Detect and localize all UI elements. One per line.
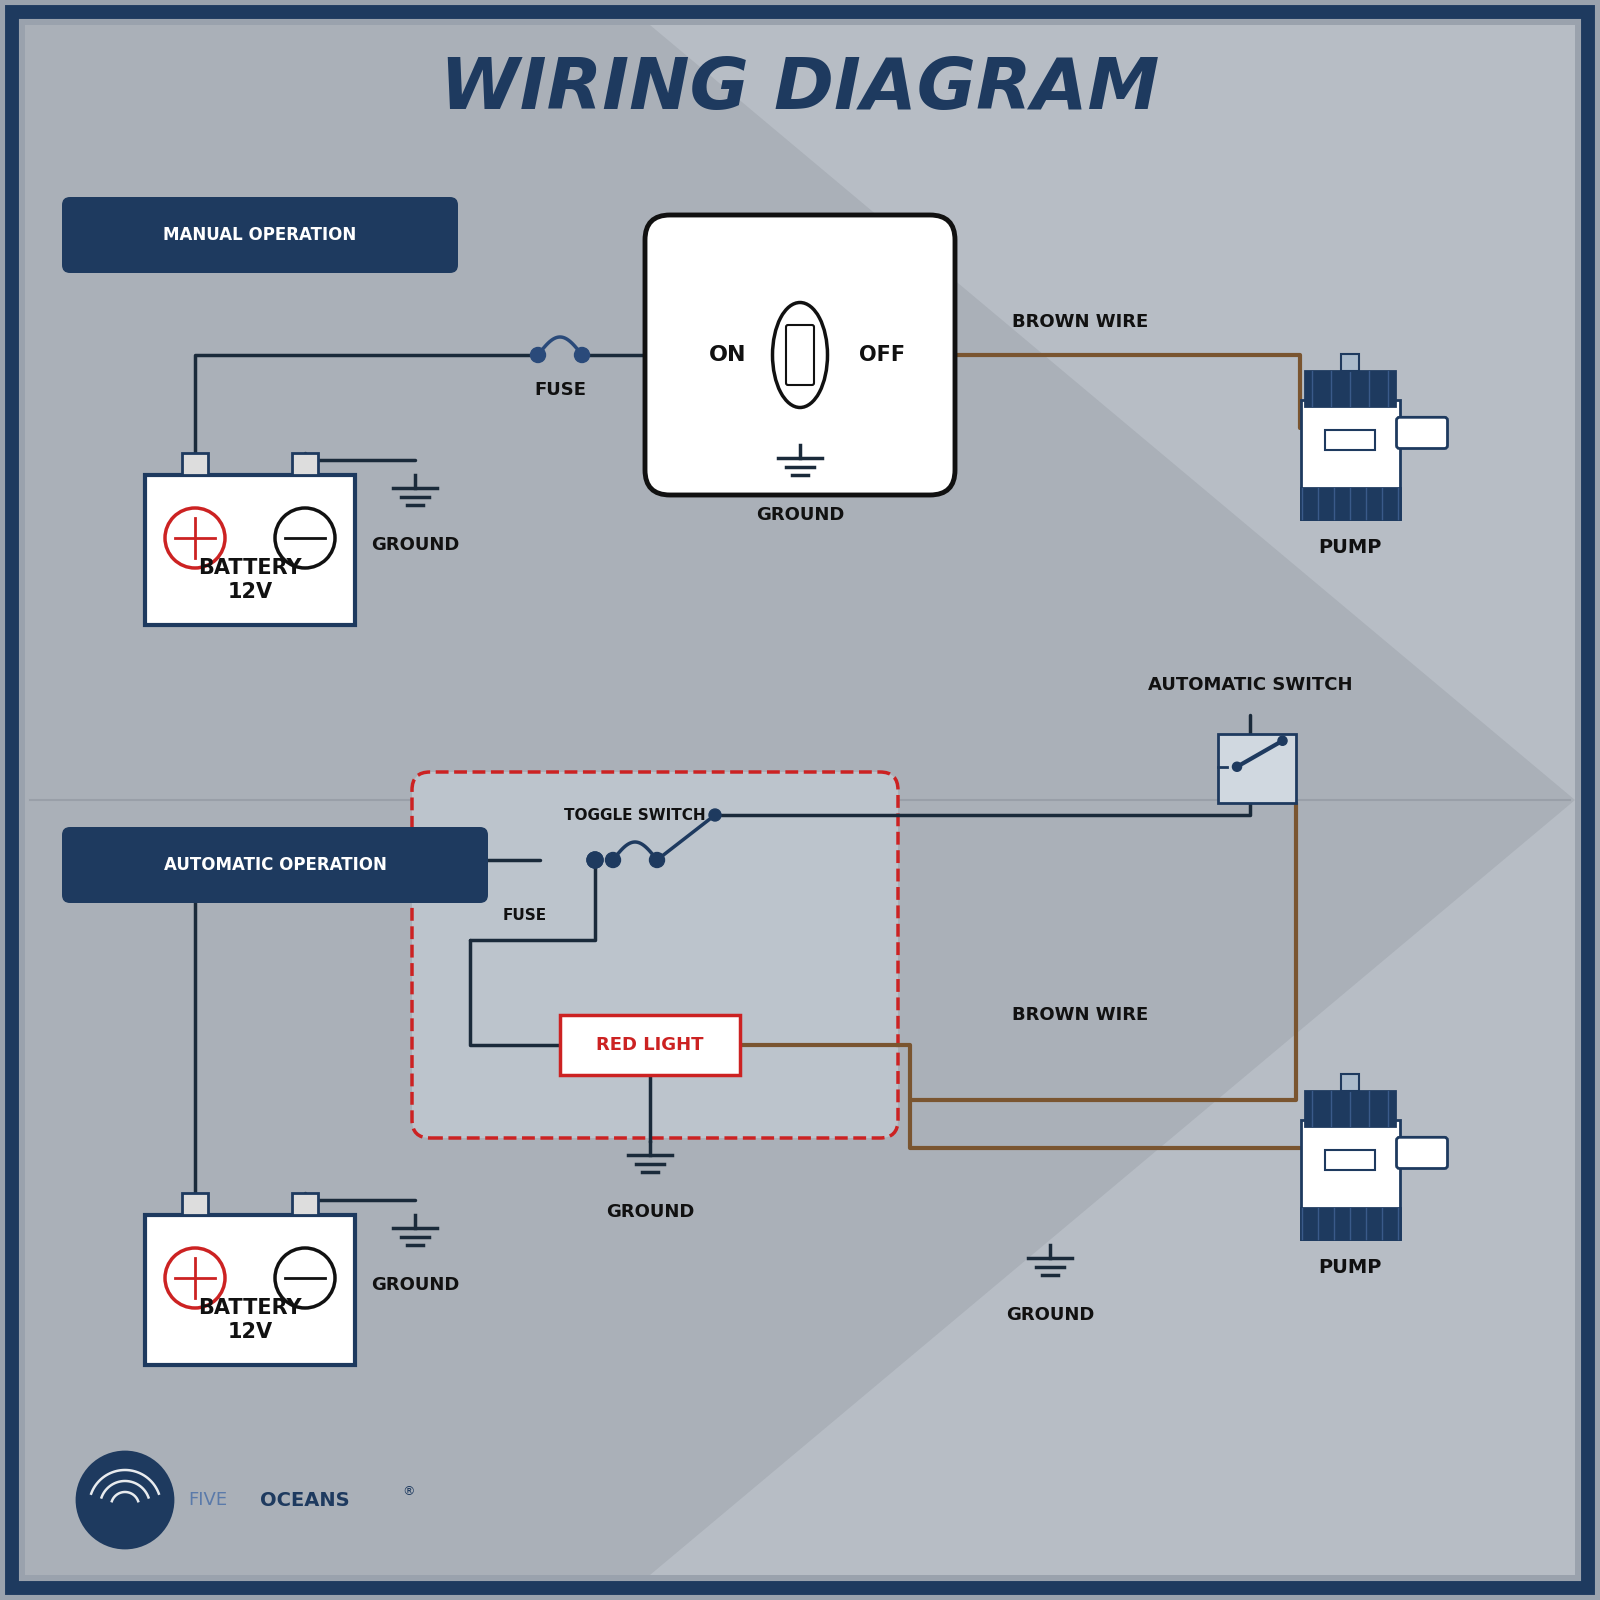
Circle shape bbox=[77, 1453, 173, 1549]
Text: GROUND: GROUND bbox=[371, 1277, 459, 1294]
Circle shape bbox=[1232, 762, 1242, 771]
Text: PUMP: PUMP bbox=[1318, 538, 1382, 557]
Text: FUSE: FUSE bbox=[534, 381, 586, 398]
Text: GROUND: GROUND bbox=[371, 536, 459, 554]
Text: AUTOMATIC OPERATION: AUTOMATIC OPERATION bbox=[163, 856, 387, 874]
FancyBboxPatch shape bbox=[146, 1214, 355, 1365]
FancyBboxPatch shape bbox=[413, 773, 898, 1138]
Circle shape bbox=[531, 347, 546, 363]
Text: MANUAL OPERATION: MANUAL OPERATION bbox=[163, 226, 357, 243]
Text: OCEANS: OCEANS bbox=[259, 1491, 350, 1509]
Text: FIVE: FIVE bbox=[189, 1491, 227, 1509]
Polygon shape bbox=[650, 26, 1574, 800]
Circle shape bbox=[574, 347, 589, 363]
FancyBboxPatch shape bbox=[26, 26, 1574, 1574]
Bar bbox=[291, 453, 318, 475]
Circle shape bbox=[587, 851, 603, 867]
Text: AUTOMATIC SWITCH: AUTOMATIC SWITCH bbox=[1147, 675, 1352, 694]
Text: BATTERY
12V: BATTERY 12V bbox=[198, 1299, 302, 1341]
Polygon shape bbox=[650, 800, 1574, 1574]
FancyBboxPatch shape bbox=[146, 475, 355, 626]
Text: OFF: OFF bbox=[859, 346, 906, 365]
Circle shape bbox=[709, 810, 722, 821]
Text: ON: ON bbox=[709, 346, 747, 365]
FancyBboxPatch shape bbox=[1301, 400, 1400, 520]
Text: GROUND: GROUND bbox=[1006, 1306, 1094, 1325]
Bar bbox=[291, 1194, 318, 1214]
Text: BROWN WIRE: BROWN WIRE bbox=[1011, 1006, 1149, 1024]
Text: GROUND: GROUND bbox=[755, 506, 845, 525]
Bar bbox=[182, 453, 208, 475]
Bar bbox=[182, 1194, 208, 1214]
FancyBboxPatch shape bbox=[786, 325, 814, 386]
Text: BROWN WIRE: BROWN WIRE bbox=[1011, 314, 1149, 331]
FancyBboxPatch shape bbox=[1325, 1150, 1374, 1170]
FancyBboxPatch shape bbox=[560, 1014, 739, 1075]
Text: BATTERY
12V: BATTERY 12V bbox=[198, 558, 302, 602]
FancyBboxPatch shape bbox=[1397, 1138, 1448, 1168]
FancyBboxPatch shape bbox=[1306, 1091, 1395, 1126]
FancyBboxPatch shape bbox=[1397, 418, 1448, 448]
FancyBboxPatch shape bbox=[62, 827, 488, 902]
FancyBboxPatch shape bbox=[1325, 430, 1374, 450]
Circle shape bbox=[587, 851, 603, 867]
Bar bbox=[1341, 355, 1358, 371]
FancyBboxPatch shape bbox=[1301, 1120, 1400, 1240]
Text: PUMP: PUMP bbox=[1318, 1258, 1382, 1277]
Ellipse shape bbox=[773, 302, 827, 408]
Circle shape bbox=[1278, 736, 1286, 746]
Text: RED LIGHT: RED LIGHT bbox=[597, 1037, 704, 1054]
Circle shape bbox=[605, 853, 621, 867]
Text: ®: ® bbox=[402, 1485, 414, 1499]
Text: FUSE: FUSE bbox=[502, 907, 547, 923]
Text: WIRING DIAGRAM: WIRING DIAGRAM bbox=[440, 56, 1160, 125]
FancyBboxPatch shape bbox=[62, 197, 458, 274]
Text: TOGGLE SWITCH: TOGGLE SWITCH bbox=[565, 808, 706, 822]
Polygon shape bbox=[1218, 734, 1296, 803]
Bar bbox=[1341, 1075, 1358, 1091]
Circle shape bbox=[650, 853, 664, 867]
FancyBboxPatch shape bbox=[1301, 1208, 1400, 1240]
Text: GROUND: GROUND bbox=[606, 1203, 694, 1221]
FancyBboxPatch shape bbox=[1306, 371, 1395, 406]
FancyBboxPatch shape bbox=[645, 214, 955, 494]
FancyBboxPatch shape bbox=[1301, 488, 1400, 520]
